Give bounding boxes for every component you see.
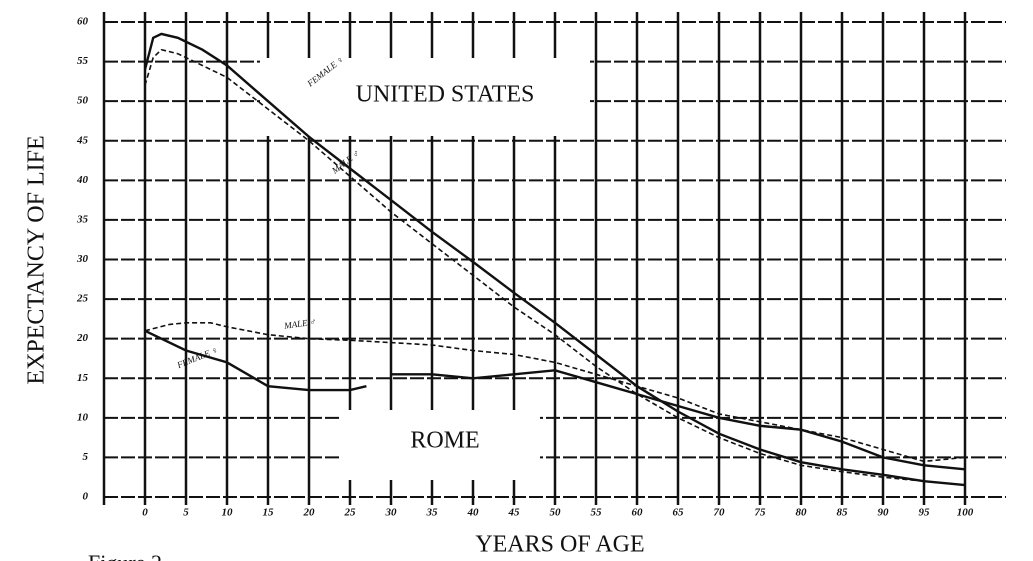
x-tick-label: 45 [508,507,521,519]
x-axis-label: YEARS OF AGE [475,532,644,558]
x-tick-label: 90 [878,507,890,519]
series-line [144,321,966,463]
x-tick-label: 20 [303,507,316,519]
x-tick-label: 55 [591,507,603,519]
annotation-box [340,410,540,480]
series-line [391,369,966,471]
y-tick-label: 20 [76,332,89,344]
y-tick-label: 15 [77,372,89,384]
y-tick-label: 60 [77,16,89,28]
annotation: UNITED STATES [356,82,535,108]
x-tick-label: 65 [673,507,685,519]
y-tick-label: 50 [77,95,89,107]
x-tick-label: 85 [837,507,849,519]
x-tick-label: 35 [426,507,439,519]
x-tick-label: 30 [385,507,398,519]
y-tick-label: 40 [76,174,89,186]
x-tick-label: 25 [344,507,357,519]
x-tick-label: 70 [714,507,726,519]
x-tick-label: 60 [632,507,644,519]
x-tick-label: 80 [796,507,808,519]
x-tick-label: 5 [183,507,189,519]
series-line [143,32,966,487]
x-tick-label: 95 [919,507,931,519]
x-tick-label: 15 [263,507,275,519]
y-tick-label: 45 [76,134,89,146]
y-tick-label: 35 [76,213,89,225]
series-line [144,329,367,392]
x-tick-label: 100 [957,507,974,519]
y-tick-label: 0 [83,491,89,503]
y-tick-label: 55 [77,55,89,67]
x-tick-label: 50 [550,507,562,519]
x-tick-label: 75 [755,507,767,519]
y-axis-label: EXPECTANCY OF LIFE [24,135,50,384]
series-label: MALE ♂ [283,316,318,331]
annotation: ROME [410,428,479,454]
x-tick-label: 40 [467,507,480,519]
y-tick-label: 30 [76,253,89,265]
x-tick-label: 10 [222,507,234,519]
y-tick-label: 25 [76,293,89,305]
x-tick-label: 0 [142,507,148,519]
y-tick-label: 5 [83,451,89,463]
series-line [144,48,966,486]
annotation-box [260,58,590,136]
caption: Figure 2 [88,550,162,561]
y-tick-label: 10 [77,411,89,423]
